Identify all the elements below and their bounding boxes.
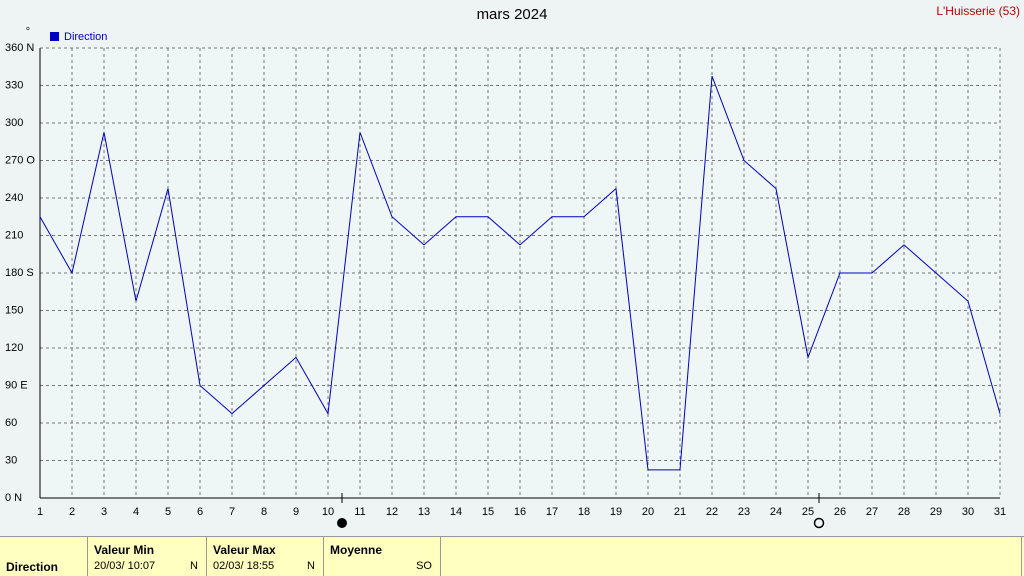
x-tick-label: 18 [578,506,590,518]
x-tick-label: 13 [418,506,430,518]
chart-title: mars 2024 [477,6,548,23]
x-tick-label: 15 [482,506,494,518]
max-header: Valeur Max [213,543,276,557]
legend-label: Direction [64,31,107,43]
x-tick-label: 20 [642,506,654,518]
x-tick-label: 11 [354,506,365,518]
y-tick-label: 0 N [5,492,22,504]
x-tick-label: 4 [133,506,139,518]
chart: mars 2024 L'Huisserie (53) ° 0 N 30 60 90 E… [5,4,1020,529]
moon-full-icon [337,518,347,528]
x-tick-label: 6 [197,506,203,518]
y-tick-label: 120 [5,342,23,354]
x-tick-label: 8 [261,506,267,518]
y-tick-label: 210 [5,229,23,241]
y-tick-label: 60 [5,417,17,429]
y-tick-label: 270 O [5,154,35,166]
y-tick-label: 240 [5,192,23,204]
x-tick-label: 5 [165,506,171,518]
x-tick-label: 3 [101,506,107,518]
x-tick-label: 19 [610,506,622,518]
x-tick-label: 2 [69,506,75,518]
y-tick-label: 150 [5,304,23,316]
x-tick-label: 12 [386,506,398,518]
min-dir: N [190,560,198,572]
legend-swatch [50,32,59,41]
y-unit: ° [26,26,30,38]
min-header: Valeur Min [94,543,155,557]
x-tick-label: 9 [293,506,299,518]
y-tick-label: 360 N [5,42,34,54]
x-tick-label: 16 [514,506,526,518]
min-cell: Valeur Min 20/03/ 10:07 N [88,537,207,576]
min-date: 20/03/ 10:07 [94,560,156,572]
y-tick-label: 90 E [5,379,28,391]
x-tick-label: 26 [834,506,846,518]
summary-panel: Direction Valeur Min 20/03/ 10:07 N Vale… [0,536,1024,576]
max-date: 02/03/ 18:55 [213,560,275,572]
x-tick-label: 22 [706,506,718,518]
mean-header: Moyenne [330,543,383,557]
x-tick-label: 10 [322,506,334,518]
x-tick-label: 30 [962,506,974,518]
x-tick-label: 31 [994,506,1006,518]
max-cell: Valeur Max 02/03/ 18:55 N [207,537,324,576]
y-tick-label: 300 [5,117,23,129]
x-tick-label: 17 [546,506,558,518]
row-label: Direction [6,560,59,574]
empty-cell [441,537,1022,576]
x-tick-label: 7 [229,506,235,518]
y-tick-label: 30 [5,454,17,466]
station-name: L'Huisserie (53) [936,4,1020,18]
x-tick-label: 27 [866,506,878,518]
row-cell: Direction [0,537,88,576]
data-line [39,75,1001,471]
x-tick-label: 21 [674,506,686,518]
mean-cell: Moyenne SO [324,537,441,576]
x-tick-label: 29 [930,506,942,518]
x-tick-label: 24 [770,506,782,518]
mean-dir: SO [416,560,432,572]
y-tick-label: 330 [5,79,23,91]
x-tick-label: 1 [37,506,43,518]
moon-new-icon [813,517,825,529]
x-tick-label: 14 [450,506,462,518]
max-dir: N [307,560,315,572]
x-tick-label: 25 [802,506,814,518]
x-tick-label: 23 [738,506,750,518]
x-tick-label: 28 [898,506,910,518]
y-tick-label: 180 S [5,267,34,279]
